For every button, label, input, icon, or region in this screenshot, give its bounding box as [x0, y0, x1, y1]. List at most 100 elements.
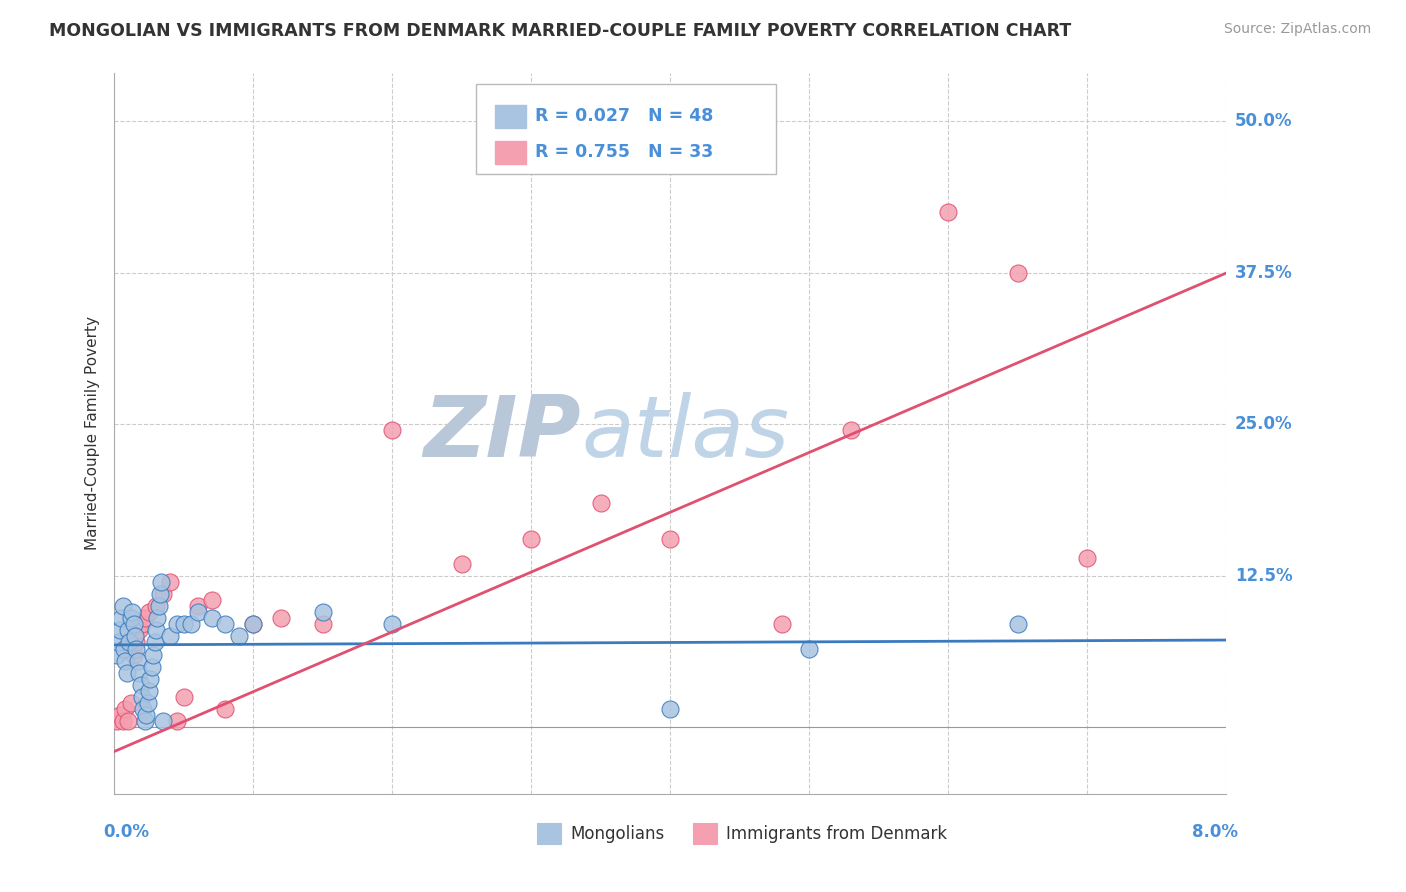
Point [134, 611, 156, 625]
Point [200, 593, 222, 607]
Point [1007, 617, 1029, 632]
Point [112, 641, 135, 656]
Bar [495, 104, 526, 128]
Point [110, 611, 132, 625]
Point [312, 617, 335, 632]
Point [166, 617, 188, 632]
Point [134, 714, 156, 729]
Point [143, 635, 166, 649]
Point [166, 714, 188, 729]
Point [117, 624, 139, 638]
Point [120, 696, 142, 710]
Bar [495, 141, 526, 164]
FancyBboxPatch shape [475, 84, 776, 174]
Point [105, 648, 128, 662]
Point [141, 659, 163, 673]
Point [136, 696, 159, 710]
Point [187, 605, 209, 619]
Point [148, 599, 170, 614]
Point [111, 714, 134, 729]
Point [938, 205, 960, 219]
Point [381, 617, 404, 632]
Point [117, 714, 139, 729]
Point [159, 574, 181, 589]
Point [127, 654, 149, 668]
Text: 12.5%: 12.5% [1234, 566, 1292, 585]
Text: Immigrants from Denmark: Immigrants from Denmark [725, 824, 948, 843]
Point [159, 629, 181, 643]
Point [270, 611, 292, 625]
Point [138, 605, 160, 619]
Point [770, 617, 793, 632]
Point [125, 635, 148, 649]
Point [450, 557, 472, 571]
Text: 25.0%: 25.0% [1234, 416, 1292, 434]
Point [589, 496, 612, 510]
Text: 37.5%: 37.5% [1234, 264, 1292, 282]
Point [114, 654, 136, 668]
Point [121, 605, 143, 619]
Point [146, 611, 169, 625]
Point [173, 690, 195, 704]
Y-axis label: Married-Couple Family Poverty: Married-Couple Family Poverty [86, 317, 100, 550]
Point [200, 611, 222, 625]
Point [135, 708, 157, 723]
Point [145, 624, 167, 638]
Point [173, 617, 195, 632]
Text: MONGOLIAN VS IMMIGRANTS FROM DENMARK MARRIED-COUPLE FAMILY POVERTY CORRELATION C: MONGOLIAN VS IMMIGRANTS FROM DENMARK MAR… [49, 22, 1071, 40]
Point [520, 533, 543, 547]
Point [214, 617, 236, 632]
Point [107, 635, 129, 649]
Point [122, 648, 145, 662]
Point [142, 648, 165, 662]
Point [122, 617, 145, 632]
Point [659, 533, 682, 547]
Text: Mongolians: Mongolians [571, 824, 665, 843]
Text: ZIP: ZIP [423, 392, 581, 475]
Point [799, 641, 821, 656]
Point [125, 641, 148, 656]
Text: R = 0.755   N = 33: R = 0.755 N = 33 [534, 144, 713, 161]
Point [152, 587, 174, 601]
Point [132, 702, 155, 716]
Point [128, 624, 150, 638]
Point [124, 629, 146, 643]
Point [118, 635, 141, 649]
Point [115, 665, 138, 680]
Point [138, 684, 160, 698]
Point [381, 424, 404, 438]
Point [242, 617, 264, 632]
Point [180, 617, 202, 632]
Point [312, 605, 335, 619]
Point [108, 708, 131, 723]
Bar [693, 823, 717, 844]
Point [214, 702, 236, 716]
Point [187, 599, 209, 614]
Point [228, 629, 250, 643]
Text: atlas: atlas [581, 392, 789, 475]
Point [242, 617, 264, 632]
Point [128, 665, 150, 680]
Text: R = 0.027   N = 48: R = 0.027 N = 48 [534, 107, 713, 125]
Point [120, 611, 142, 625]
Point [111, 599, 134, 614]
Text: Source: ZipAtlas.com: Source: ZipAtlas.com [1223, 22, 1371, 37]
Point [149, 587, 172, 601]
Point [131, 617, 153, 632]
Point [659, 702, 682, 716]
Point [131, 690, 153, 704]
Text: 0.0%: 0.0% [103, 822, 149, 841]
Point [1076, 550, 1098, 565]
Bar [537, 823, 561, 844]
Text: 50.0%: 50.0% [1234, 112, 1292, 130]
Point [105, 714, 128, 729]
Point [108, 624, 131, 638]
Point [150, 574, 173, 589]
Point [145, 599, 167, 614]
Point [839, 424, 862, 438]
Point [152, 714, 174, 729]
Point [139, 672, 162, 686]
Point [129, 678, 152, 692]
Point [1007, 266, 1029, 280]
Point [114, 702, 136, 716]
